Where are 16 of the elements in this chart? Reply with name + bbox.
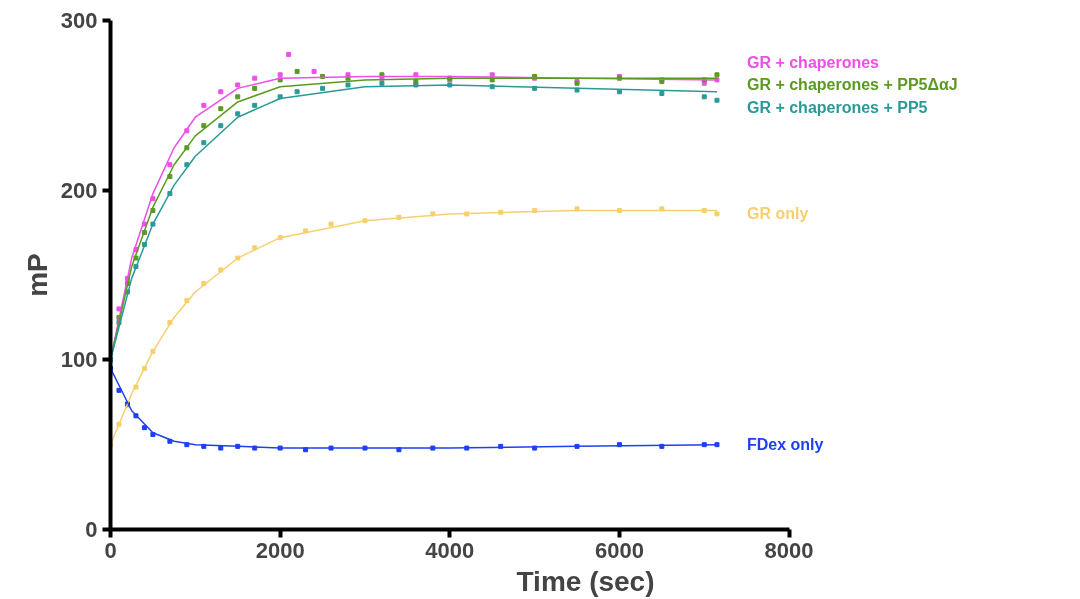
x-tick-label: 4000 [425, 537, 475, 563]
y-axis-title: mP [21, 253, 53, 297]
series-label: GR + chaperones [746, 53, 880, 71]
x-tick-label: 0 [104, 537, 117, 563]
x-tick-label: 2000 [255, 537, 305, 563]
y-tick-label: 300 [60, 8, 98, 33]
series-label: GR only [746, 205, 809, 223]
x-axis-title: Time (sec) [516, 565, 655, 597]
series-label: FDex only [746, 436, 824, 454]
series-label: GR + chaperones + PP5ΔαJ [746, 76, 958, 94]
x-tick-label: 8000 [764, 537, 814, 563]
x-tick-label: 6000 [594, 537, 644, 563]
series-label: GR + chaperones + PP5 [746, 99, 928, 117]
y-tick-label: 200 [60, 177, 98, 203]
y-tick-label: 100 [60, 347, 98, 373]
y-tick-label: 0 [85, 517, 98, 542]
